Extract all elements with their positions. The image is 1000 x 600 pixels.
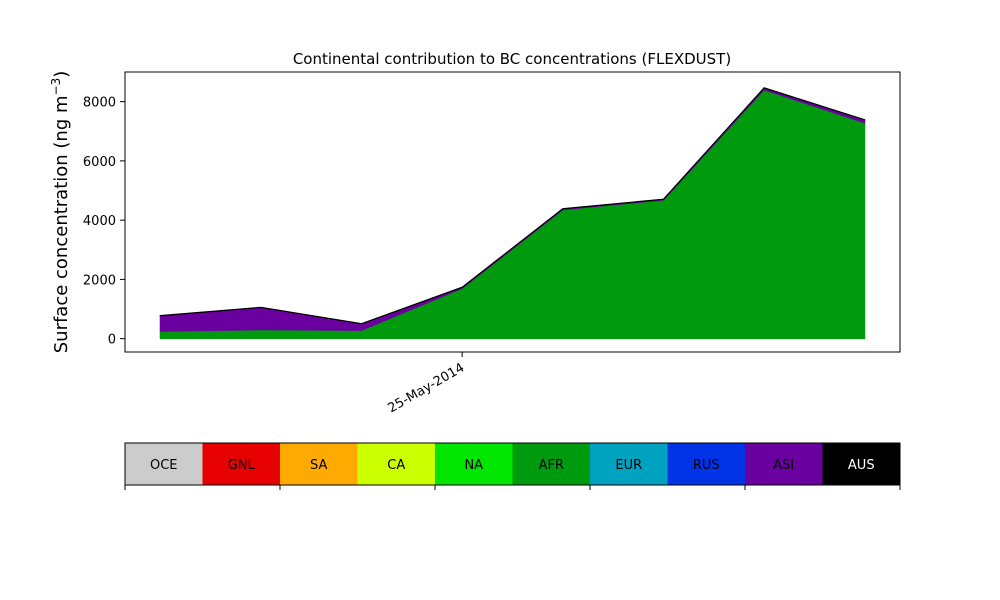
plot-areas [159,87,866,340]
legend-cell-label: OCE [150,458,178,473]
legend-cell-label: CA [387,458,405,473]
legend-cell-label: EUR [615,458,642,473]
y-tick-label: 8000 [83,96,116,111]
legend-cell-rus [667,443,746,485]
legend-cell-na [435,443,513,485]
y-axis-label-sup: −3 [49,78,63,96]
legend-cell-label: AUS [848,458,875,473]
y-axis-label: Surface concentration (ng m−3) [49,71,72,354]
y-axis-label-main: Surface concentration (ng m [51,95,72,353]
legend-cell-sa [280,443,358,485]
y-tick-label: 4000 [83,214,116,229]
legend-cell-label: ASI [773,458,794,473]
y-axis-label-close: ) [51,71,72,78]
legend-cell-label: RUS [693,458,720,473]
legend-cell-label: GNL [228,458,256,473]
y-tick-label: 0 [108,333,116,348]
legend-cell-oce [125,443,203,485]
legend-cell-eur [590,443,668,485]
area-afr [159,89,866,340]
legend-cell-aus [822,443,901,485]
legend-cell-label: SA [310,458,327,473]
plot-ticks: 0 2000 4000 6000 8000 25-May-2014 [83,96,467,417]
area-aus [159,87,866,325]
legend-cell-afr [512,443,591,485]
y-tick-label: 2000 [83,273,116,288]
plot-frame [124,71,901,353]
legend-cell-label: AFR [539,458,564,473]
legend-bar-frame [124,442,901,486]
region-legend-bar: OCE GNL SA CA NA AFR EUR RUS ASI AUS [124,442,901,490]
y-tick-label: 6000 [83,155,116,170]
x-tick-label: 25-May-2014 [385,360,467,416]
chart-title: Continental contribution to BC concentra… [293,50,731,68]
legend-cell-asi [745,443,823,485]
legend-cell-gnl [202,443,281,485]
legend-cell-label: NA [464,458,483,473]
legend-cell-ca [357,443,436,485]
